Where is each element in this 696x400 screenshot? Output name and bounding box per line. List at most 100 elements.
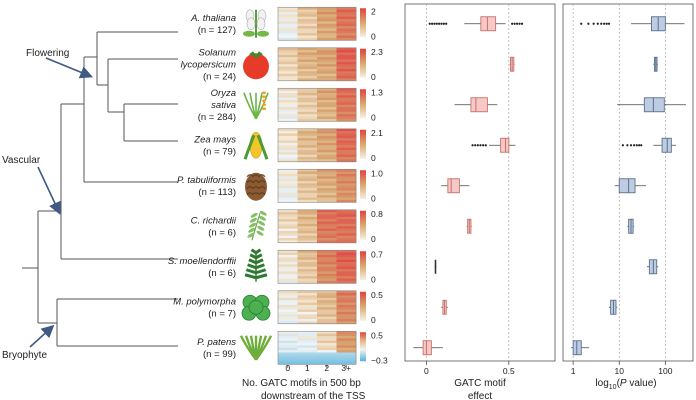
heatmap-cell <box>297 73 318 77</box>
heatmap-cell <box>317 240 337 244</box>
heatmap-cell <box>317 338 337 342</box>
heatmap-cell <box>317 68 337 72</box>
heatmap-frame <box>277 290 357 325</box>
heatmap-cell <box>336 293 357 296</box>
heatmap-cell <box>317 223 337 227</box>
gatc-xlabel-line1: GATC motif <box>454 378 506 389</box>
heatmap-cell <box>336 95 357 99</box>
species-name: lycopersicum <box>181 59 237 70</box>
outlier-point <box>632 144 636 147</box>
heatmap-cell <box>278 64 298 68</box>
heatmap-cell <box>336 350 357 353</box>
heatmap-cell <box>297 50 318 53</box>
heatmap-cell <box>317 14 337 18</box>
heatmap-cell <box>297 157 318 160</box>
box-iqr <box>643 97 665 113</box>
heatmap-cell <box>317 54 337 58</box>
heatmap-cell <box>317 228 337 232</box>
heatmap-cell <box>297 216 318 220</box>
heatmap-cell <box>336 185 357 189</box>
heatmap-cell <box>297 230 318 234</box>
heatmap-cell <box>336 71 357 75</box>
heatmap-cell <box>278 23 298 27</box>
heatmap-cell <box>297 192 318 196</box>
heatmap-cell <box>336 78 357 82</box>
heatmap-cell <box>278 135 298 139</box>
species-name: P. tabuliformis <box>177 175 236 186</box>
heatmap-cell <box>297 11 318 15</box>
colorbar <box>360 332 366 362</box>
heatmap-cell <box>297 142 318 146</box>
heatmap-cell <box>278 347 298 351</box>
heatmap-cell <box>317 118 337 122</box>
heatmap-row: 1.30 <box>277 87 383 122</box>
heatmap-cell <box>336 47 357 51</box>
heatmap-cell <box>317 64 337 68</box>
outlier-point <box>603 22 606 25</box>
heatmap-cell <box>336 152 357 156</box>
heatmap-cell <box>317 302 337 306</box>
box-iqr <box>500 137 510 153</box>
clade-label-bryophyte: Bryophyte <box>2 350 47 361</box>
heatmap-cell <box>336 240 357 244</box>
heatmap-cell <box>297 154 318 158</box>
heatmap-cell <box>297 47 318 51</box>
heatmap-cell <box>336 257 357 261</box>
heatmap-cell <box>297 271 318 275</box>
outlier-point <box>518 22 521 25</box>
heatmap-cell <box>317 233 337 237</box>
heatmap-cell <box>336 264 357 268</box>
colorbar-max-label: 2.1 <box>371 128 383 138</box>
heatmap-cell <box>278 59 298 63</box>
heatmap-cell <box>336 345 357 349</box>
heatmap-cell <box>317 97 337 101</box>
heatmap-cell <box>297 190 318 194</box>
heatmap-cell <box>297 295 318 299</box>
heatmap-cell <box>278 254 298 258</box>
heatmap-cell <box>278 359 298 363</box>
boxplot <box>466 218 472 234</box>
heatmap-cell <box>336 14 357 18</box>
heatmap-cell <box>336 290 357 294</box>
heatmap-cell <box>278 90 298 94</box>
heatmap-cell <box>336 183 357 187</box>
colorbar <box>360 129 366 159</box>
boxplot <box>441 299 448 315</box>
heatmap-cell <box>278 52 298 56</box>
heatmap-cell <box>297 102 318 106</box>
heatmap-cell <box>336 178 357 182</box>
heatmap-cell <box>297 359 318 363</box>
heatmap-cell <box>317 26 337 29</box>
heatmap-cell <box>297 97 318 101</box>
heatmap-cell <box>336 173 357 177</box>
outlier-point <box>513 22 516 25</box>
heatmap-cell <box>336 140 357 144</box>
heatmap-cell <box>317 280 337 284</box>
heatmap-cell <box>336 109 357 113</box>
heatmap-cell <box>297 309 318 313</box>
heatmap-cell <box>278 300 298 303</box>
heatmap-cell <box>336 9 357 13</box>
heatmap-cell <box>336 209 357 213</box>
heatmap-cell <box>278 357 298 360</box>
heatmap-cell <box>297 16 318 20</box>
gatc-effect-panel: 0 0.5 <box>404 3 556 376</box>
heatmap-cell <box>297 33 318 36</box>
heatmap-cell <box>317 131 337 134</box>
heatmap-cell <box>297 257 318 261</box>
heatmap-cell <box>317 100 337 103</box>
heatmap-cell <box>336 266 357 270</box>
species-name: Solanum <box>199 47 237 58</box>
box-iqr <box>470 97 488 113</box>
heatmap-cell <box>317 254 337 258</box>
heatmap-cell <box>278 361 298 365</box>
heatmap-cell <box>336 297 357 301</box>
heatmap-cell <box>317 352 337 356</box>
heatmap-cell <box>317 145 337 149</box>
heatmap-cell <box>297 333 318 337</box>
heatmap-cell <box>278 131 298 134</box>
outlier-point <box>580 22 583 25</box>
heatmap-cell <box>297 212 318 215</box>
heatmap-cell <box>297 138 318 141</box>
